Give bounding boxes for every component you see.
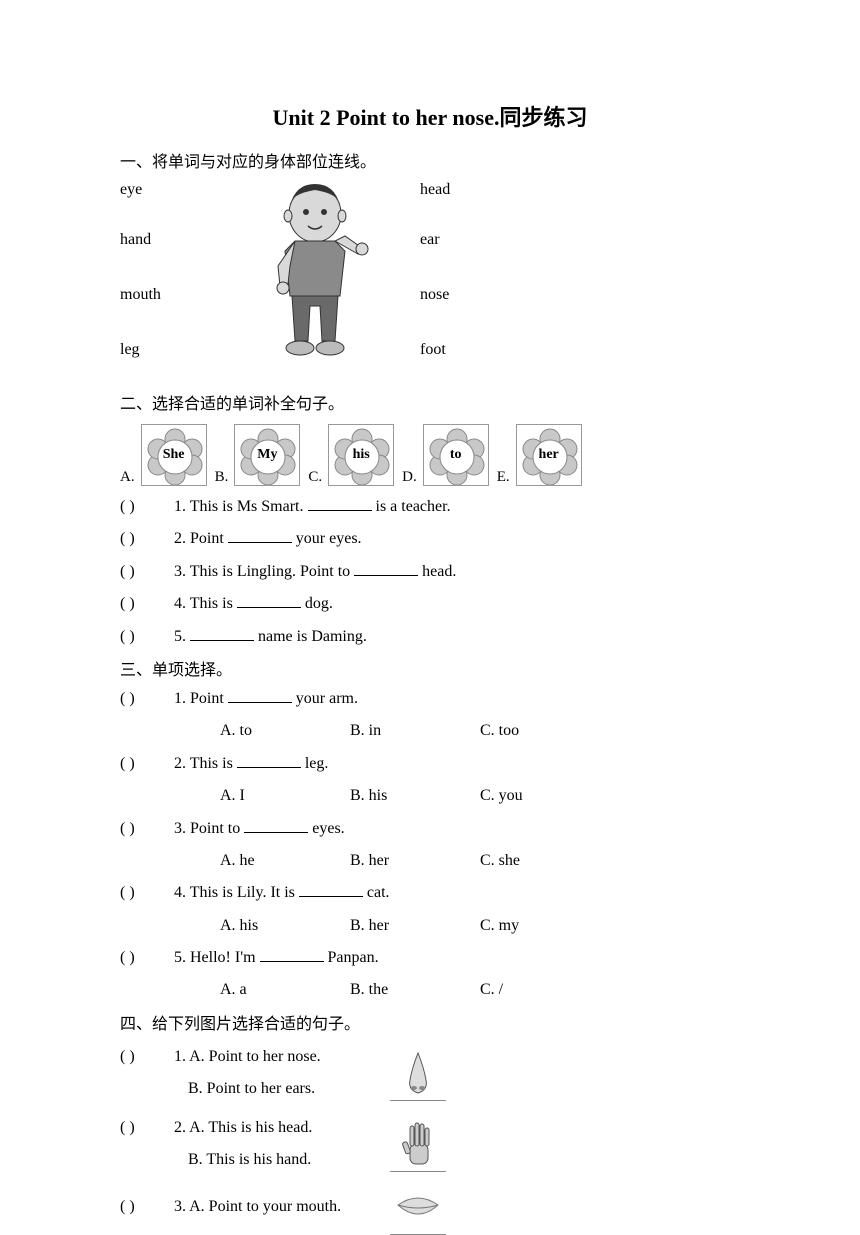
mouth-icon — [390, 1179, 446, 1235]
sec3-options: A. heB. herC. she — [220, 848, 740, 874]
bp-label-nose: nose — [420, 286, 449, 304]
sec4-question: ( ) 1. A. Point to her nose.B. Point to … — [120, 1038, 740, 1109]
bp-label-ear: ear — [420, 231, 440, 249]
boy-illustration — [250, 176, 380, 376]
flower-label: My — [257, 447, 277, 463]
bp-label-mouth: mouth — [120, 286, 161, 304]
bp-label-eye: eye — [120, 181, 142, 199]
flower-label: to — [450, 447, 462, 463]
flower-options-row: A. She B. My C. his D. to E. her — [120, 424, 740, 486]
opt-letter-d: D. — [402, 469, 417, 486]
sec3-question: ( ) 3. Point to eyes. — [120, 816, 740, 842]
flower-option-she: She — [141, 424, 207, 486]
sec3-question: ( ) 2. This is leg. — [120, 751, 740, 777]
sec3-options: A. hisB. herC. my — [220, 913, 740, 939]
section4-heading: 四、给下列图片选择合适的句子。 — [120, 1010, 740, 1034]
sec4-question: ( ) 3. A. Point to your mouth. — [120, 1179, 740, 1235]
opt-letter-b: B. — [215, 469, 229, 486]
sec3-question: ( ) 4. This is Lily. It is cat. — [120, 880, 740, 906]
flower-label: her — [539, 447, 559, 463]
sec3-question: ( ) 5. Hello! I'm Panpan. — [120, 945, 740, 971]
flower-label: She — [163, 447, 185, 463]
sec2-question: ( ) 5. name is Daming. — [120, 624, 740, 650]
sec2-question: ( ) 4. This is dog. — [120, 591, 740, 617]
opt-letter-a: A. — [120, 469, 135, 486]
sec3-options: A. toB. inC. too — [220, 718, 740, 744]
opt-letter-e: E. — [497, 469, 510, 486]
flower-option-my: My — [234, 424, 300, 486]
section3-heading: 三、单项选择。 — [120, 656, 740, 680]
flower-option-her: her — [516, 424, 582, 486]
sec3-options: A. aB. theC. / — [220, 977, 740, 1003]
flower-label: his — [353, 447, 370, 463]
flower-option-his: his — [328, 424, 394, 486]
document-title: Unit 2 Point to her nose.同步练习 — [120, 100, 740, 132]
sec2-question: ( ) 2. Point your eyes. — [120, 526, 740, 552]
body-parts-diagram: eye hand mouth leg head ear nose foot — [120, 176, 740, 386]
sec2-question: ( ) 1. This is Ms Smart. is a teacher. — [120, 494, 740, 520]
opt-letter-c: C. — [308, 469, 322, 486]
bp-label-hand: hand — [120, 231, 151, 249]
nose-icon — [390, 1045, 446, 1101]
bp-label-head: head — [420, 181, 450, 199]
section2-heading: 二、选择合适的单词补全句子。 — [120, 390, 740, 414]
bp-label-leg: leg — [120, 341, 140, 359]
sec4-question: ( ) 2. A. This is his head.B. This is hi… — [120, 1109, 740, 1180]
sec2-question: ( ) 3. This is Lingling. Point to head. — [120, 559, 740, 585]
sec3-question: ( ) 1. Point your arm. — [120, 686, 740, 712]
sec3-options: A. IB. hisC. you — [220, 783, 740, 809]
flower-option-to: to — [423, 424, 489, 486]
bp-label-foot: foot — [420, 341, 446, 359]
section1-heading: 一、将单词与对应的身体部位连线。 — [120, 148, 740, 172]
hand-icon — [390, 1116, 446, 1172]
